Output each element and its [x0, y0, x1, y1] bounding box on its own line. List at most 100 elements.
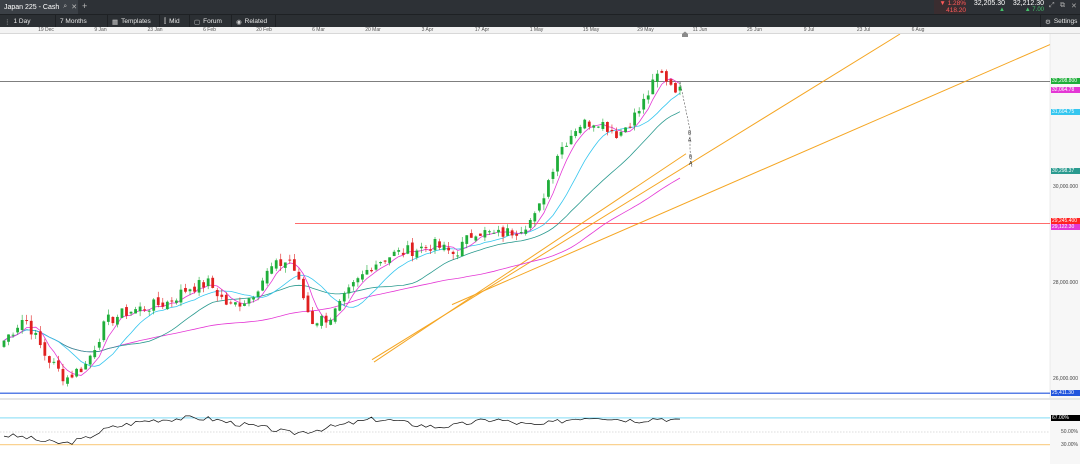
candle-body [506, 228, 509, 236]
projection-line [679, 81, 693, 169]
ask-box[interactable]: 32,212.30 ▲ 7.00 [1006, 0, 1044, 14]
candle-body [415, 250, 419, 258]
candle-body [143, 309, 147, 311]
annotation-a1: A [688, 137, 692, 143]
candle-body [433, 239, 437, 251]
candle-body [678, 86, 682, 91]
candle-body [537, 203, 541, 211]
candle-body [97, 342, 101, 348]
candle-body [52, 361, 56, 363]
templates-label: Templates [121, 18, 151, 25]
annotations-layer: B A B A [679, 81, 693, 169]
candle-body [642, 98, 646, 110]
range-selector[interactable]: 7 Months [56, 15, 108, 28]
moving-averages [3, 78, 681, 376]
candle-body [292, 259, 296, 271]
candle-body [347, 287, 351, 294]
candle-body [501, 227, 505, 237]
candle-body [388, 257, 392, 263]
candle-body [492, 232, 496, 234]
date-label: 1 May [529, 27, 544, 33]
candle-body [587, 121, 591, 127]
candle-body [106, 314, 110, 322]
close-icon[interactable]: ✕ [71, 4, 78, 11]
candle-body [215, 289, 219, 297]
candle-body [474, 236, 478, 241]
price-tag: 32,064.78 [1051, 87, 1080, 94]
candle-body [465, 235, 469, 244]
candle-body [102, 321, 106, 341]
candle-body [88, 355, 92, 365]
candle-body [247, 298, 251, 304]
candle-body [25, 320, 29, 322]
candle-body [547, 180, 550, 197]
candle-body [551, 171, 555, 179]
candle-body [111, 317, 115, 324]
candle-body [283, 262, 287, 268]
candle-body [165, 301, 169, 310]
price-tag: 29,245.400 [1051, 218, 1080, 225]
candle-body [16, 327, 20, 333]
candle-body [460, 241, 464, 257]
range-label: 7 Months [60, 18, 87, 25]
candle-body [324, 315, 328, 323]
price-axis-label: 26,000.000 [1052, 375, 1078, 382]
candle-body [20, 320, 24, 330]
candle-body [578, 126, 582, 134]
oscillator-line [3, 415, 681, 445]
instrument-tab[interactable]: Japan 225 - Cash ⌕ ✕ [0, 0, 78, 14]
interval-selector[interactable]: ⋮ 1 Day [0, 15, 56, 28]
candle-body [401, 252, 405, 255]
date-label: 23 Jan [147, 27, 163, 33]
candle-body [646, 95, 650, 100]
candle-body [315, 323, 319, 326]
candle-body [542, 198, 546, 205]
candle-body [138, 306, 142, 312]
bid-price: 32,205.30 [973, 0, 1005, 7]
candle-body [265, 270, 269, 284]
search-icon[interactable]: ⌕ [63, 3, 68, 10]
price-tag: 30,298.37 [1051, 168, 1080, 175]
candle-body [11, 334, 15, 336]
candle-body [488, 231, 491, 233]
candle-body [615, 131, 618, 139]
levels-layer [0, 81, 1050, 394]
candle-body [170, 300, 174, 302]
candle-body [261, 280, 265, 291]
popout-icon[interactable]: ⧉ [1060, 2, 1065, 9]
window-close-icon[interactable]: ✕ [1071, 3, 1077, 10]
price-type-button[interactable]: ⫿ Mid [160, 15, 190, 28]
interval-label: 1 Day [13, 18, 31, 25]
candle-body [456, 255, 460, 257]
candle-body [606, 121, 609, 132]
pane-separator[interactable] [0, 398, 1080, 400]
candle-body [628, 126, 632, 128]
settings-button[interactable]: ⚙ Settings [1040, 15, 1080, 28]
bid-sub: ▲ [999, 7, 1005, 13]
price-chart[interactable]: B A B A [0, 34, 1080, 398]
trend-layer [371, 34, 1051, 363]
candle-body [351, 282, 355, 287]
candle-body [297, 271, 301, 280]
bid-box[interactable]: 32,205.30 ▲ [967, 0, 1005, 14]
candle-body [184, 287, 187, 292]
oscillator-chart[interactable] [0, 400, 1080, 464]
forum-label: Forum [203, 18, 222, 25]
candle-body [120, 308, 124, 318]
candle-body [424, 247, 428, 249]
templates-button[interactable]: ▦ Templates [108, 15, 160, 28]
price-tag: 32,208.800 [1051, 78, 1080, 85]
candle-body [370, 269, 373, 272]
related-button[interactable]: ◉ Related [232, 15, 276, 28]
annotation-b2: B [689, 155, 693, 161]
date-label: 9 Jan [94, 27, 107, 33]
oscillator-layer [0, 415, 1050, 446]
candle-body [279, 259, 283, 266]
event-marker-icon[interactable] [681, 31, 689, 38]
add-tab-icon[interactable]: + [82, 1, 88, 11]
ma-short-line [3, 78, 681, 376]
candle-body [302, 278, 305, 299]
expand-icon[interactable]: ⤢ [1049, 2, 1055, 9]
osc-value-tag: 67.00% [1051, 414, 1080, 421]
forum-button[interactable]: ▢ Forum [190, 15, 232, 28]
